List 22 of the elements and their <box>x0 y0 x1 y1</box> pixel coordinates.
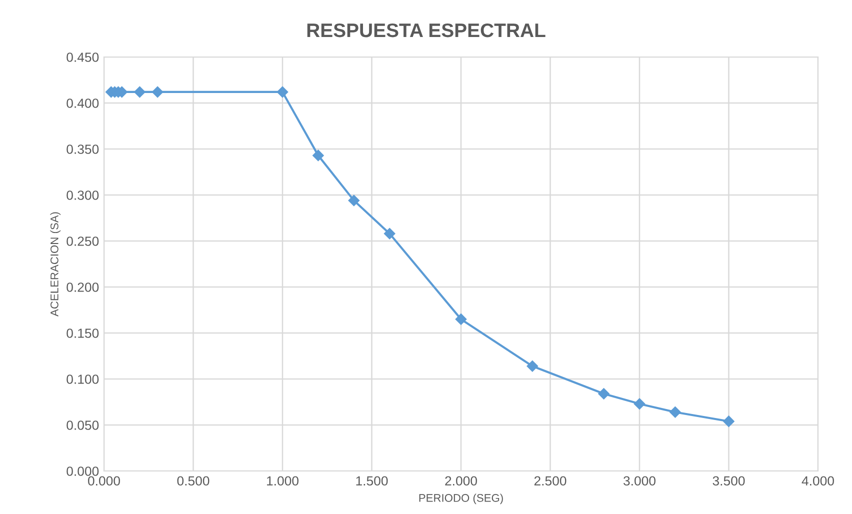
y-tick-label: 0.450 <box>66 52 99 62</box>
y-tick-label: 0.000 <box>66 466 99 476</box>
x-tick-label: 4.000 <box>802 476 834 486</box>
y-tick-label: 0.200 <box>66 282 99 292</box>
y-tick-label: 0.050 <box>66 420 99 430</box>
y-tick-label: 0.350 <box>66 144 99 154</box>
y-tick-label: 0.300 <box>66 190 99 200</box>
y-tick-label: 0.250 <box>66 236 99 246</box>
x-tick-label: 1.000 <box>267 476 298 486</box>
x-tick-label: 3.000 <box>623 476 656 486</box>
y-tick-label: 0.400 <box>66 98 99 108</box>
x-tick-label: 0.500 <box>177 476 210 486</box>
x-tick-label: 0.000 <box>88 476 120 486</box>
chart-title: RESPUESTA ESPECTRAL <box>307 23 546 38</box>
x-tick-label: 2.500 <box>534 476 566 486</box>
x-axis-title: PERIODO (SEG) <box>419 494 503 504</box>
x-tick-label: 1.500 <box>356 476 388 486</box>
x-tick-label: 2.000 <box>445 476 477 486</box>
y-tick-label: 0.100 <box>66 374 99 384</box>
y-tick-label: 0.150 <box>66 328 99 338</box>
x-tick-label: 3.500 <box>712 476 745 486</box>
y-axis-title: ACELERACION (SA) <box>50 212 61 316</box>
